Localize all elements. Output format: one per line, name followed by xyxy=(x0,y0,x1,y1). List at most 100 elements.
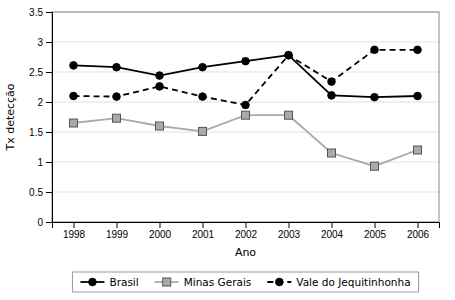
tick-label: 2006 xyxy=(407,229,430,240)
axis-line xyxy=(53,223,440,229)
point xyxy=(242,101,250,109)
tick-mark xyxy=(246,222,247,228)
point xyxy=(70,92,78,100)
point xyxy=(70,62,78,70)
line xyxy=(74,115,418,166)
tick-label: 2.5 xyxy=(29,67,43,78)
point xyxy=(371,93,379,101)
tick-label: 1.5 xyxy=(29,127,43,138)
tick-mark xyxy=(46,102,52,103)
tick-label: 2004 xyxy=(321,229,344,240)
legend-label: Vale do Jequitinhonha xyxy=(296,276,410,288)
legend-item: Brasil xyxy=(80,276,138,288)
line xyxy=(74,50,418,105)
tick-mark xyxy=(289,222,290,228)
plot: 1998 1999 2000 2001 2002 2003 2004 2005 2006 0 0.5… xyxy=(29,7,439,259)
legend: Brasil Minas Gerais Vale do Jequitinhonha xyxy=(72,272,418,292)
legend-marker xyxy=(163,278,171,286)
tick: 2003 xyxy=(278,222,301,240)
legend-label: Minas Gerais xyxy=(184,276,252,288)
series xyxy=(70,111,422,170)
point xyxy=(199,127,207,135)
point xyxy=(414,46,422,54)
point xyxy=(285,51,293,59)
x-axis-title: Ano xyxy=(235,246,256,259)
grid-line xyxy=(52,72,439,73)
y-axis: 0 0.5 1 1.5 2 2.5 3 3.5 xyxy=(29,7,52,228)
tick-label: 2002 xyxy=(235,229,258,240)
tick-label: 1999 xyxy=(106,229,129,240)
tick-label: 2 xyxy=(37,97,43,108)
point xyxy=(156,122,164,130)
tick: 0.5 xyxy=(29,187,52,198)
chart: 1998 1999 2000 2001 2002 2003 2004 2005 2006 0 0.5… xyxy=(0,0,455,300)
tick-mark xyxy=(46,72,52,73)
tick: 1998 xyxy=(63,222,86,240)
tick: 2000 xyxy=(149,222,172,240)
tick: 2002 xyxy=(235,222,258,240)
point xyxy=(113,93,121,101)
point xyxy=(285,111,293,119)
point xyxy=(199,93,207,101)
point xyxy=(371,46,379,54)
tick-mark xyxy=(117,222,118,228)
series xyxy=(70,46,422,109)
tick-label: 0.5 xyxy=(29,187,43,198)
legend-item: Vale do Jequitinhonha xyxy=(267,276,410,288)
tick-mark xyxy=(74,222,75,228)
point xyxy=(113,63,121,71)
tick-label: 1 xyxy=(37,157,43,168)
legend-frame xyxy=(72,272,418,292)
point xyxy=(242,111,250,119)
grid xyxy=(52,12,439,222)
tick-mark xyxy=(46,12,52,13)
tick-mark xyxy=(332,222,333,228)
tick-mark xyxy=(46,162,52,163)
point xyxy=(156,72,164,80)
tick: 1.5 xyxy=(29,127,52,138)
tick: 2001 xyxy=(192,222,215,240)
tick-label: 3 xyxy=(37,37,43,48)
point xyxy=(70,119,78,127)
point xyxy=(328,149,336,157)
point xyxy=(156,83,164,91)
grid-line xyxy=(52,132,439,133)
tick-mark xyxy=(418,222,419,228)
point xyxy=(285,51,293,59)
axis-line xyxy=(46,13,53,223)
series-layer xyxy=(70,46,422,170)
tick-mark xyxy=(46,222,52,223)
plot-frame xyxy=(52,12,439,222)
point xyxy=(199,63,207,71)
tick: 3.5 xyxy=(29,7,52,18)
tick: 0 xyxy=(37,217,52,228)
legend-item: Minas Gerais xyxy=(155,276,252,288)
point xyxy=(371,162,379,170)
tick-mark xyxy=(46,42,52,43)
tick-mark xyxy=(375,222,376,228)
tick: 2005 xyxy=(364,222,387,240)
tick-label: 0 xyxy=(37,217,43,228)
tick: 2.5 xyxy=(29,67,52,78)
point xyxy=(414,92,422,100)
y-axis-title: Tx detecção xyxy=(4,83,17,151)
x-axis: 1998 1999 2000 2001 2002 2003 2004 2005 2006 xyxy=(53,222,440,240)
legend-marker xyxy=(276,278,284,286)
point xyxy=(242,57,250,65)
tick-label: 1998 xyxy=(63,229,86,240)
point xyxy=(328,92,336,100)
tick-mark xyxy=(160,222,161,228)
tick: 1 xyxy=(37,157,52,168)
point xyxy=(414,146,422,154)
grid-line xyxy=(52,192,439,193)
legend-marker xyxy=(89,278,97,286)
tick: 3 xyxy=(37,37,52,48)
legend-label: Brasil xyxy=(109,276,138,288)
tick-mark xyxy=(203,222,204,228)
tick-label: 2003 xyxy=(278,229,301,240)
tick: 1999 xyxy=(106,222,129,240)
tick-label: 3.5 xyxy=(29,7,43,18)
tick-label: 2005 xyxy=(364,229,387,240)
point xyxy=(328,78,336,86)
grid-line xyxy=(52,162,439,163)
